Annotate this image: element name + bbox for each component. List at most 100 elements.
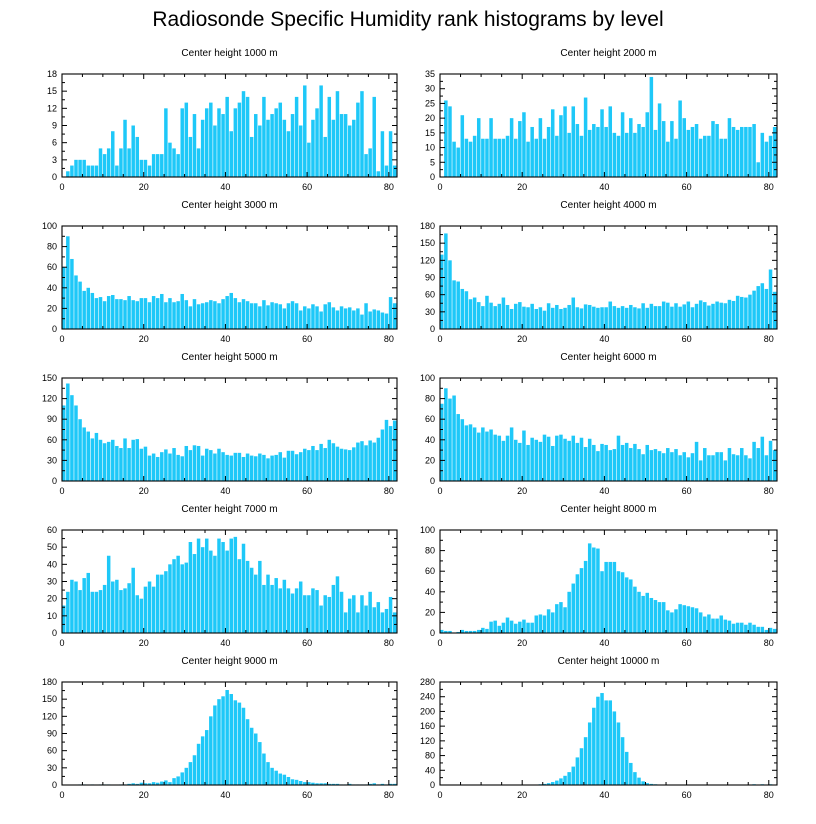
histogram-bar (380, 429, 385, 481)
histogram-bar (493, 620, 497, 633)
histogram-bar (213, 453, 217, 481)
histogram-bar (666, 610, 670, 633)
histogram-bar (160, 781, 164, 785)
histogram-bar (200, 547, 205, 633)
x-tick-label: 60 (302, 638, 312, 648)
histogram-bar (612, 449, 617, 481)
histogram-bar (303, 782, 307, 785)
y-tick-label: 9 (52, 121, 57, 131)
histogram-bar (147, 581, 152, 633)
histogram-bar (127, 448, 131, 481)
histogram-bar (440, 629, 444, 633)
histogram-bar (147, 455, 152, 481)
histogram-bar (70, 395, 74, 481)
histogram-bar (286, 303, 291, 329)
histogram-bar (587, 543, 592, 633)
y-tick-label: 90 (47, 729, 57, 739)
histogram-bar (278, 588, 283, 633)
histogram-bar (633, 132, 637, 177)
histogram-bar (327, 439, 332, 481)
histogram-bar (388, 596, 393, 633)
histogram-bar (278, 452, 283, 481)
histogram-bar (352, 310, 356, 329)
histogram-bar (505, 617, 510, 633)
histogram-bar (196, 743, 201, 785)
histogram-bar (752, 441, 756, 481)
histogram-bar (392, 165, 397, 177)
histogram-bar (258, 453, 262, 481)
histogram-bar (290, 593, 295, 633)
histogram-bar (303, 448, 307, 481)
y-tick-label: 150 (42, 694, 57, 704)
histogram-bar (86, 572, 90, 633)
y-tick-label: 120 (420, 736, 435, 746)
panel-title: Center height 7000 m (181, 504, 277, 515)
histogram-bar (290, 450, 295, 481)
histogram-bar (164, 780, 168, 785)
histogram-bar (155, 456, 160, 481)
histogram-bar (78, 281, 82, 329)
y-tick-label: 180 (42, 677, 57, 687)
histogram-bar (481, 138, 485, 177)
histogram-bar (682, 118, 686, 177)
histogram-bar (147, 302, 152, 329)
histogram-bar (715, 301, 719, 329)
histogram-bar (497, 435, 502, 481)
histogram-bar (266, 119, 270, 177)
histogram-bar (233, 452, 238, 481)
y-tick-label: 90 (47, 414, 57, 424)
histogram-bar (522, 112, 526, 177)
histogram-bar (164, 571, 168, 633)
histogram-bar (339, 114, 344, 177)
histogram-bar (192, 114, 197, 177)
histogram-bar (678, 100, 682, 177)
chart-panel-7: Center height 7000 m 0 20 40 60 80 0 10 20 30 40 50… (47, 504, 398, 648)
histogram-bar (184, 562, 189, 633)
histogram-bar (460, 288, 465, 329)
y-tick-label: 20 (425, 455, 435, 465)
histogram-bar (670, 121, 674, 177)
histogram-bar (290, 779, 295, 785)
histogram-bar (612, 711, 617, 785)
histogram-bar (555, 135, 559, 177)
histogram-bar (764, 141, 769, 177)
histogram-bar (360, 595, 364, 633)
histogram-bar (509, 308, 514, 329)
histogram-bar (460, 419, 465, 481)
histogram-bar (376, 310, 381, 329)
histogram-bar (135, 301, 140, 329)
histogram-bar (756, 286, 760, 329)
x-tick-label: 20 (139, 334, 149, 344)
histogram-bar (90, 165, 95, 177)
histogram-bar (518, 442, 522, 481)
x-tick-label: 60 (302, 182, 312, 192)
histogram-bar (66, 591, 70, 633)
histogram-bar (723, 460, 728, 481)
histogram-bar (111, 295, 115, 329)
x-tick-label: 20 (517, 790, 527, 800)
histogram-bar (719, 138, 723, 177)
histogram-bar (760, 132, 765, 177)
histogram-bar (196, 445, 201, 481)
histogram-bar (440, 254, 444, 329)
histogram-bar (74, 159, 78, 177)
histogram-bar (270, 114, 274, 177)
histogram-bar (98, 439, 103, 481)
histogram-bar (245, 560, 250, 633)
y-tick-label: 280 (420, 677, 435, 687)
histogram-bar (102, 584, 107, 633)
histogram-bar (645, 307, 649, 329)
histogram-bar (339, 306, 344, 329)
y-tick-label: 60 (47, 262, 57, 272)
histogram-bar (460, 629, 465, 633)
histogram-bar (760, 626, 765, 633)
panel-title: Center height 1000 m (181, 48, 277, 59)
histogram-bar (392, 420, 397, 481)
histogram-bar (335, 576, 340, 633)
histogram-bar (311, 304, 315, 329)
panel-title: Center height 5000 m (181, 352, 277, 363)
histogram-bar (127, 148, 131, 177)
x-tick-label: 80 (764, 638, 774, 648)
histogram-bar (464, 291, 469, 329)
